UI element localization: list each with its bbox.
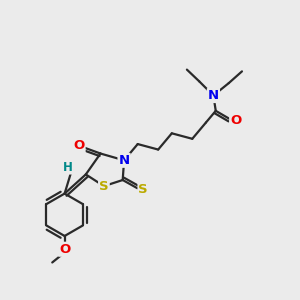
Text: N: N: [208, 89, 219, 102]
Text: N: N: [118, 154, 130, 167]
Text: O: O: [74, 140, 85, 152]
Text: S: S: [139, 183, 148, 196]
Text: S: S: [99, 180, 109, 193]
Text: O: O: [59, 243, 70, 256]
Text: O: O: [230, 114, 242, 127]
Text: H: H: [63, 160, 73, 174]
